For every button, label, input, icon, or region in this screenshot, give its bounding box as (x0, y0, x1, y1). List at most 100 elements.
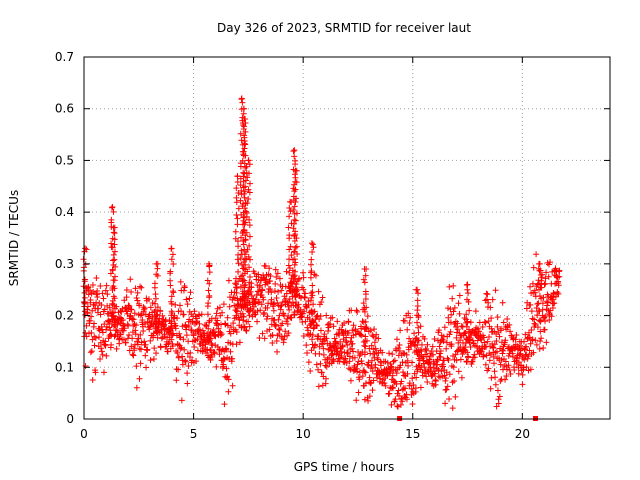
data-point (447, 328, 454, 335)
data-point (342, 355, 349, 362)
data-point (305, 302, 312, 309)
data-point (217, 332, 224, 339)
data-point (180, 311, 187, 318)
data-point (291, 171, 298, 178)
data-point (276, 326, 283, 333)
data-point (174, 315, 181, 322)
data-point (225, 388, 232, 395)
data-point (371, 326, 378, 333)
data-point (408, 359, 415, 366)
data-point (283, 268, 290, 275)
data-point (286, 296, 293, 303)
data-point (256, 334, 263, 341)
data-point (442, 387, 449, 394)
data-point (309, 332, 316, 339)
data-point (542, 318, 549, 325)
data-point (293, 210, 300, 217)
data-point (234, 179, 241, 186)
data-point (396, 348, 403, 355)
data-point (276, 330, 283, 337)
data-point (232, 275, 239, 282)
data-point (244, 268, 251, 275)
data-point (152, 325, 159, 332)
data-point (330, 323, 337, 330)
data-point (536, 308, 543, 315)
data-point (98, 345, 105, 352)
data-point (246, 189, 253, 196)
data-point (89, 282, 96, 289)
data-point (536, 292, 543, 299)
data-point (310, 325, 317, 332)
data-point (138, 346, 145, 353)
data-point (243, 327, 250, 334)
data-point (294, 250, 301, 257)
data-point (436, 327, 443, 334)
data-point (135, 335, 142, 342)
data-point (312, 341, 319, 348)
data-point (504, 315, 511, 322)
data-point (442, 400, 449, 407)
data-point (286, 265, 293, 272)
data-point (534, 324, 541, 331)
data-point (213, 310, 220, 317)
data-point (220, 361, 227, 368)
data-point (530, 264, 537, 271)
data-point (145, 296, 152, 303)
data-point (381, 380, 388, 387)
data-point (378, 359, 385, 366)
data-point (179, 361, 186, 368)
data-point (412, 336, 419, 343)
data-point (269, 339, 276, 346)
data-point (152, 300, 159, 307)
data-point (481, 318, 488, 325)
data-point (240, 125, 247, 132)
data-point (241, 226, 248, 233)
data-point (441, 372, 448, 379)
data-point (220, 301, 227, 308)
data-point (235, 251, 242, 258)
data-point (382, 382, 389, 389)
data-point (179, 353, 186, 360)
data-point (204, 311, 211, 318)
data-point (542, 312, 549, 319)
data-point (207, 329, 214, 336)
data-point (131, 347, 138, 354)
data-point (292, 217, 299, 224)
y-axis-label: SRMTID / TECUs (7, 190, 21, 286)
data-point (410, 381, 417, 388)
data-point (353, 368, 360, 375)
data-point (549, 304, 556, 311)
data-point (320, 345, 327, 352)
data-point (455, 300, 462, 307)
data-point (301, 308, 308, 315)
y-tick-label: 0.2 (55, 309, 74, 323)
data-point (305, 327, 312, 334)
data-point (308, 240, 315, 247)
data-point (362, 333, 369, 340)
data-point (522, 346, 529, 353)
data-point (391, 357, 398, 364)
data-point (515, 370, 522, 377)
data-point (86, 317, 93, 324)
data-point (355, 358, 362, 365)
data-point (233, 329, 240, 336)
data-point (366, 345, 373, 352)
data-point (317, 313, 324, 320)
data-point (270, 307, 277, 314)
data-point (487, 304, 494, 311)
data-point (503, 373, 510, 380)
data-point (307, 367, 314, 374)
data-point (392, 396, 399, 403)
data-point (154, 311, 161, 318)
data-point (241, 256, 248, 263)
data-point (246, 161, 253, 168)
data-point (241, 290, 248, 297)
data-point (556, 267, 563, 274)
data-point (170, 330, 177, 337)
data-point (300, 269, 307, 276)
data-point (482, 319, 489, 326)
data-point (404, 357, 411, 364)
data-point (523, 343, 530, 350)
data-point (158, 335, 165, 342)
data-point (232, 235, 239, 242)
